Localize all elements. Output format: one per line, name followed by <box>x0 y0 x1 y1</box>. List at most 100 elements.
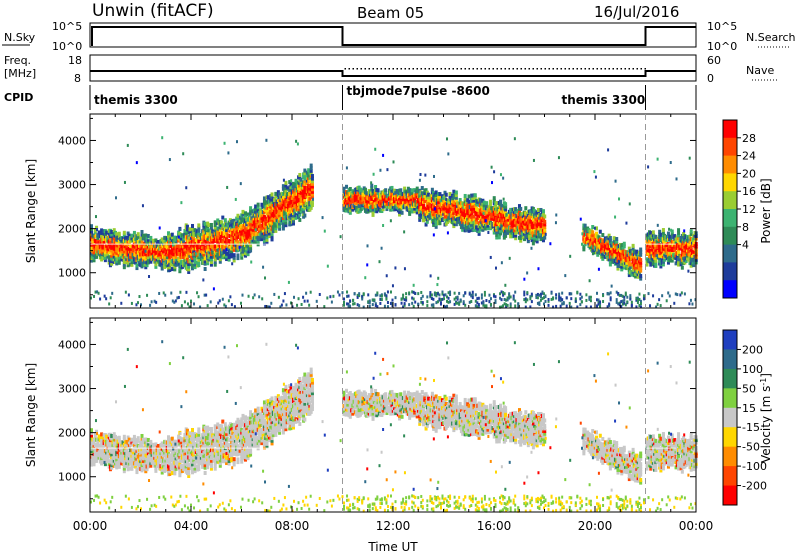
echo-cell <box>244 253 248 258</box>
echo-cell <box>576 305 579 309</box>
echo-cell <box>192 254 196 259</box>
echo-cell <box>346 302 349 306</box>
echo-cell <box>552 297 555 301</box>
nave-dot <box>508 68 510 70</box>
echo-cell <box>368 304 371 308</box>
echo-cell <box>96 243 100 248</box>
echo-cell <box>260 237 264 242</box>
echo-cell <box>262 196 266 201</box>
echo-cell <box>591 230 595 235</box>
echo-cell <box>529 214 533 219</box>
echo-cell <box>381 207 385 212</box>
echo-cell <box>196 250 200 255</box>
echo-cell <box>505 298 508 302</box>
echo-cell <box>282 299 285 303</box>
echo-cell <box>504 231 508 236</box>
echo-cell <box>680 265 684 270</box>
echo-cell <box>454 193 458 198</box>
echo-cell <box>627 259 631 264</box>
echo-cell <box>151 257 155 262</box>
echo-cell <box>115 196 118 200</box>
echo-cell <box>639 268 643 273</box>
echo-cell <box>386 305 389 309</box>
echo-cell <box>670 232 674 237</box>
echo-cell <box>608 292 611 296</box>
echo-cell <box>585 298 588 302</box>
echo-cell <box>107 250 111 255</box>
echo-cell <box>616 263 620 268</box>
echo-cell <box>663 257 667 262</box>
echo-cell <box>107 257 111 262</box>
echo-cell <box>249 206 253 211</box>
echo-cell <box>400 297 403 301</box>
echo-cell <box>606 305 609 309</box>
y-tick-label: 3000 <box>58 179 86 192</box>
echo-cell <box>303 197 307 202</box>
nave-dot <box>448 68 450 70</box>
y-tick-label: 4000 <box>58 134 86 147</box>
echo-cell <box>441 292 444 296</box>
echo-cell <box>376 188 380 193</box>
echo-cell <box>299 201 303 206</box>
echo-cell <box>607 148 610 152</box>
echo-cell <box>209 262 213 267</box>
echo-cell <box>131 254 135 259</box>
echo-cell <box>610 284 613 288</box>
echo-cell <box>668 247 672 252</box>
echo-cell <box>141 254 145 259</box>
echo-cell <box>151 241 155 246</box>
echo-cell <box>473 193 477 198</box>
echo-cell <box>523 293 526 297</box>
echo-cell <box>470 222 474 227</box>
echo-cell <box>274 191 278 196</box>
echo-cell <box>306 299 309 303</box>
echo-cell <box>398 212 402 217</box>
echo-cell <box>207 223 211 228</box>
echo-cell <box>361 205 365 210</box>
echo-cell <box>539 292 542 296</box>
echo-cell <box>216 244 220 249</box>
echo-cell <box>231 226 235 231</box>
echo-cell <box>651 230 655 235</box>
echo-cell <box>151 238 155 243</box>
echo-cell <box>687 269 690 273</box>
echo-cell <box>541 297 544 301</box>
echo-cell <box>597 298 600 302</box>
echo-cell <box>101 452 105 457</box>
echo-cell <box>96 442 100 447</box>
echo-cell <box>144 246 148 251</box>
echo-cell <box>310 192 314 197</box>
echo-cell <box>225 230 229 235</box>
echo-cell <box>274 194 278 199</box>
echo-cell <box>543 219 547 224</box>
echo-cell <box>101 245 105 250</box>
nave-dot <box>408 68 410 70</box>
echo-cell <box>266 195 270 200</box>
echo-cell <box>209 225 213 230</box>
echo-cell <box>675 177 678 181</box>
echo-cell <box>310 176 314 181</box>
echo-cell <box>176 296 179 300</box>
echo-cell <box>144 244 148 249</box>
echo-cell <box>239 182 242 186</box>
echo-cell <box>270 234 274 239</box>
echo-cell <box>639 250 643 255</box>
echo-cell <box>261 212 265 217</box>
echo-cell <box>235 237 239 242</box>
echo-cell <box>539 226 543 231</box>
echo-cell <box>284 188 288 193</box>
echo-cell <box>249 237 253 242</box>
echo-cell <box>97 230 101 235</box>
echo-cell <box>411 301 414 305</box>
echo-cell <box>533 209 537 214</box>
echo-cell <box>357 204 361 209</box>
echo-cell <box>677 230 681 235</box>
echo-cell <box>270 192 274 197</box>
echo-cell <box>122 257 126 262</box>
echo-cell <box>608 236 612 241</box>
echo-cell <box>635 296 638 300</box>
echo-cell <box>338 293 341 297</box>
echo-cell <box>218 254 222 259</box>
echo-cell <box>261 297 264 301</box>
echo-cell <box>421 301 424 305</box>
